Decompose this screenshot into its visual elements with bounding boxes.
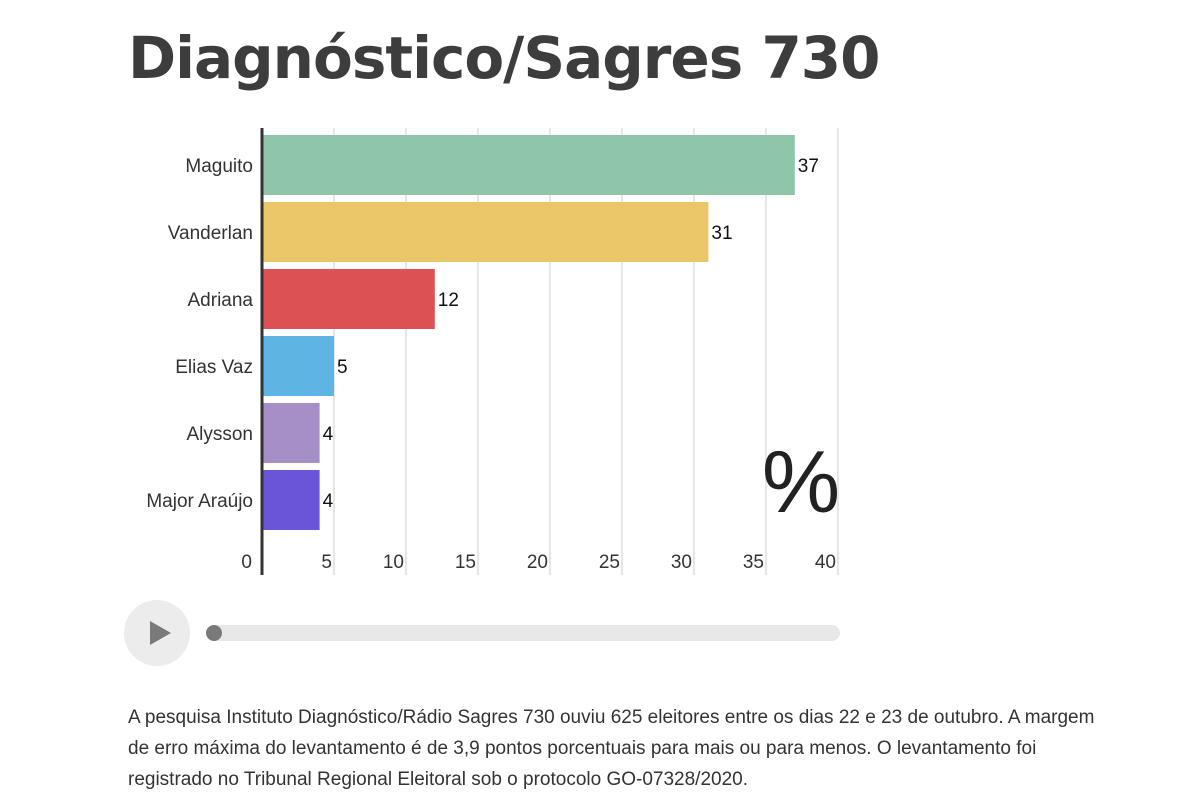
audio-player [124,600,844,666]
chart-title: Diagnóstico/Sagres 730 [128,24,881,92]
category-label: Alysson [186,424,253,445]
x-tick-label: 5 [321,552,332,573]
progress-handle[interactable] [206,625,222,641]
unit-label: % [762,432,840,531]
category-label: Vanderlan [168,223,253,244]
caption: A pesquisa Instituto Diagnóstico/Rádio S… [128,707,1095,790]
bar-adriana [262,269,435,329]
x-tick-label: 15 [455,552,476,573]
category-label: Major Araújo [146,491,253,512]
data-label: 4 [323,491,334,512]
bar-vanderlan [262,202,709,262]
play-button[interactable] [124,600,190,666]
x-tick-label: 25 [599,552,620,573]
x-tick-label: 35 [743,552,764,573]
bar-major-ara-jo [262,470,320,530]
x-tick-label: 30 [671,552,692,573]
data-label: 31 [711,223,732,244]
data-label: 4 [323,424,334,445]
data-label: 37 [798,156,819,177]
category-label: Maguito [185,156,253,177]
data-label: 12 [438,290,459,311]
bar-alysson [262,403,320,463]
x-tick-label: 20 [527,552,548,573]
progress-bar[interactable] [206,625,840,641]
labels: 0 5 10 15 20 25 30 35 40 Maguito 37 Vanderlan 31 Adri… [146,128,836,575]
bars [262,135,795,530]
bar-chart: 0 5 10 15 20 25 30 35 40 Maguito 37 Vanderlan 31 Adri… [146,128,840,575]
category-label: Elias Vaz [175,357,253,378]
bar-elias-vaz [262,336,334,396]
x-tick-label: 40 [815,552,836,573]
x-tick-label: 0 [241,552,252,573]
data-label: 5 [337,357,348,378]
category-label: Adriana [188,290,254,311]
bar-maguito [262,135,795,195]
play-icon [150,621,171,645]
x-tick-label: 10 [383,552,404,573]
